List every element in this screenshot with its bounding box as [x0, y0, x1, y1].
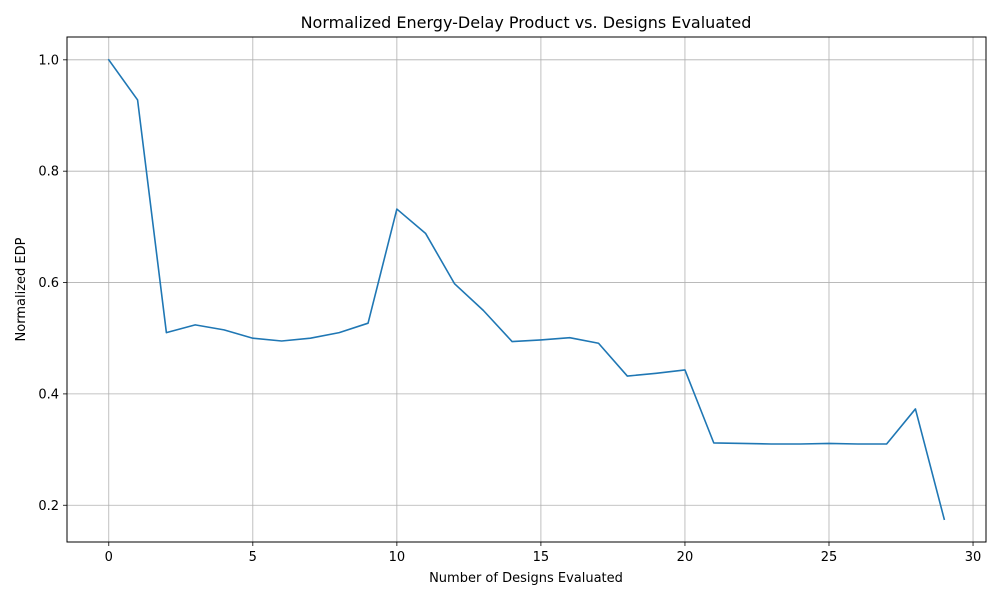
- plot-area-frame: [66, 36, 987, 543]
- x-tick-label: 10: [389, 550, 406, 565]
- y-axis-label: Normalized EDP: [14, 237, 29, 341]
- chart-title: Normalized Energy-Delay Product vs. Desi…: [301, 13, 752, 32]
- grid: [67, 37, 986, 542]
- x-tick-label: 5: [249, 550, 257, 565]
- x-tick-label: 30: [965, 550, 982, 565]
- series-line: [107, 58, 946, 521]
- series-layer: [107, 58, 946, 521]
- y-tick-label: 0.8: [38, 165, 59, 180]
- ticks: 0 5 10 15 20 25 30 0.2 0.4 0.6 0.8 1.0: [38, 53, 981, 565]
- y-tick-label: 1.0: [38, 53, 59, 68]
- x-tick-label: 25: [821, 550, 838, 565]
- y-tick-label: 0.2: [38, 499, 59, 514]
- x-tick-label: 20: [677, 550, 694, 565]
- x-tick-label: 15: [533, 550, 550, 565]
- y-tick-label: 0.4: [38, 387, 59, 402]
- x-axis-label: Number of Designs Evaluated: [429, 571, 623, 586]
- y-tick-label: 0.6: [38, 276, 59, 291]
- x-tick-label: 0: [105, 550, 113, 565]
